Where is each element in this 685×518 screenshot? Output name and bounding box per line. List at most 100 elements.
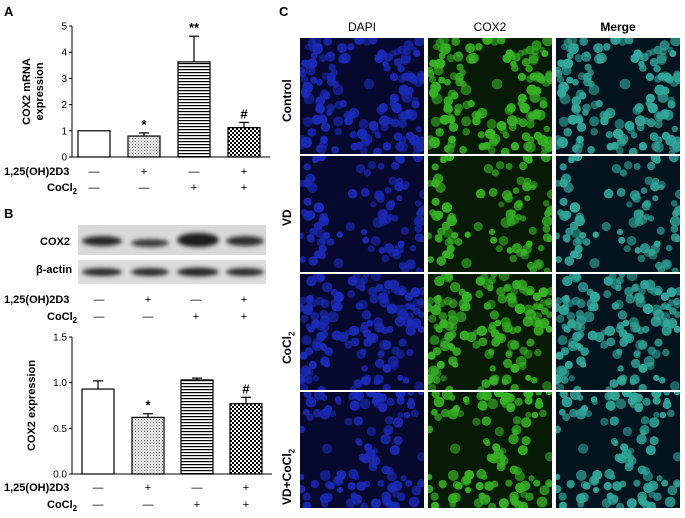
cell <box>616 188 626 197</box>
cell <box>533 325 544 336</box>
cell <box>472 340 481 349</box>
cell <box>609 473 616 481</box>
y-tick-label: 0 <box>61 153 67 164</box>
cell <box>556 484 562 494</box>
cell <box>397 374 404 381</box>
treat-mark: + <box>242 482 250 494</box>
cell <box>671 267 679 272</box>
cell <box>324 480 333 489</box>
cell <box>343 110 353 120</box>
cell <box>584 63 592 71</box>
cell <box>564 360 573 369</box>
cell <box>414 38 424 47</box>
cell <box>368 286 378 297</box>
cell <box>454 72 464 82</box>
cell <box>450 407 460 416</box>
cell <box>545 70 552 78</box>
cell <box>673 206 680 215</box>
cell <box>338 331 349 343</box>
cell <box>626 201 633 208</box>
cell <box>397 492 406 501</box>
cell <box>506 292 514 301</box>
cell <box>363 169 372 177</box>
cell <box>634 247 642 254</box>
cell <box>302 408 310 416</box>
cell <box>377 479 385 487</box>
cell <box>615 398 627 410</box>
cell <box>384 187 392 194</box>
cell <box>506 247 514 254</box>
cell <box>589 116 600 127</box>
cell <box>629 392 640 403</box>
cell <box>382 142 392 151</box>
cell <box>429 59 437 67</box>
cell <box>354 394 362 401</box>
cell <box>435 294 442 302</box>
cell <box>439 114 450 125</box>
cell <box>609 416 620 426</box>
cell <box>354 38 365 45</box>
cell <box>349 400 360 411</box>
cell <box>587 146 595 154</box>
cell <box>559 392 568 399</box>
cell <box>383 64 391 72</box>
cell <box>491 169 500 177</box>
cell <box>620 443 629 452</box>
cell <box>637 491 648 502</box>
cell <box>318 54 327 63</box>
cell <box>566 312 576 321</box>
cell <box>434 275 445 287</box>
treat-mark: — <box>138 182 150 194</box>
cell <box>645 93 655 103</box>
cell <box>574 251 583 260</box>
cell <box>446 244 455 254</box>
cell <box>408 496 420 508</box>
cell <box>359 398 371 410</box>
cell <box>446 115 456 124</box>
cell <box>543 125 550 133</box>
cell <box>482 141 491 150</box>
cell <box>525 309 537 321</box>
cell <box>488 348 495 355</box>
treat-mark: + <box>240 294 248 306</box>
cell <box>444 156 455 162</box>
cell <box>432 43 440 51</box>
cell <box>498 498 509 508</box>
cell <box>405 86 414 95</box>
cell <box>540 156 551 163</box>
cell <box>617 310 628 320</box>
cell <box>501 392 512 403</box>
cell <box>605 386 613 390</box>
cell <box>616 502 625 508</box>
cell <box>333 116 344 127</box>
cell <box>501 378 509 386</box>
row-header-control: Control <box>280 79 294 122</box>
cell <box>574 115 584 124</box>
cell <box>348 325 360 337</box>
cell <box>380 434 391 445</box>
cell <box>477 400 488 411</box>
cell <box>486 284 494 292</box>
cell <box>317 385 326 390</box>
cell <box>360 188 370 197</box>
cell <box>360 137 371 147</box>
cell <box>301 59 309 67</box>
cell <box>337 43 348 53</box>
cell <box>366 392 375 397</box>
cell <box>383 243 394 254</box>
cell <box>530 377 538 384</box>
cell <box>525 45 535 55</box>
cell <box>514 471 525 482</box>
cell <box>360 146 368 154</box>
cell <box>431 392 440 399</box>
cell <box>638 142 648 151</box>
cell <box>389 93 399 103</box>
cell <box>306 275 317 287</box>
cell <box>304 83 312 91</box>
cell <box>310 52 318 59</box>
cell <box>391 480 403 491</box>
cell <box>512 279 522 290</box>
cell <box>435 325 443 333</box>
cell <box>319 470 331 481</box>
cell <box>409 304 416 311</box>
